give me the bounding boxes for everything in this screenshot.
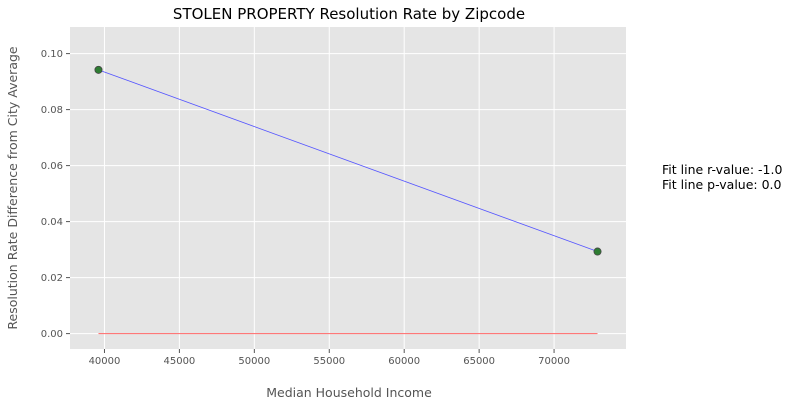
y-tick-label: 0.08 [41, 105, 63, 116]
grid-lines [70, 27, 626, 349]
axis-ticks: 40000 45000 50000 55000 60000 65000 70000 0.00 0… [41, 49, 570, 367]
y-tick-label: 0.06 [41, 161, 63, 172]
data-point [593, 247, 602, 256]
y-tick-label: 0.02 [41, 273, 63, 284]
x-tick-label: 60000 [388, 356, 420, 367]
x-tick-label: 50000 [238, 356, 270, 367]
fit-p-value: Fit line p-value: 0.0 [662, 177, 782, 192]
x-tick-label: 40000 [89, 356, 121, 367]
y-tick-label: 0.00 [41, 329, 63, 340]
x-tick-label: 45000 [163, 356, 195, 367]
plot-area [70, 27, 626, 349]
data-points [94, 65, 602, 256]
chart-lines [98, 69, 598, 335]
x-tick-label: 70000 [538, 356, 570, 367]
fit-line [98, 69, 598, 252]
fit-r-value: Fit line r-value: -1.0 [662, 162, 783, 177]
y-axis-label: Resolution Rate Difference from City Ave… [5, 46, 20, 330]
x-tick-label: 55000 [313, 356, 345, 367]
x-axis-label: Median Household Income [266, 385, 432, 400]
x-tick-label: 65000 [463, 356, 495, 367]
chart-title: STOLEN PROPERTY Resolution Rate by Zipco… [173, 5, 525, 23]
y-tick-label: 0.10 [41, 49, 63, 60]
y-tick-label: 0.04 [41, 217, 63, 228]
fit-annotation: Fit line r-value: -1.0 Fit line p-value:… [662, 162, 782, 192]
data-point [94, 65, 103, 74]
